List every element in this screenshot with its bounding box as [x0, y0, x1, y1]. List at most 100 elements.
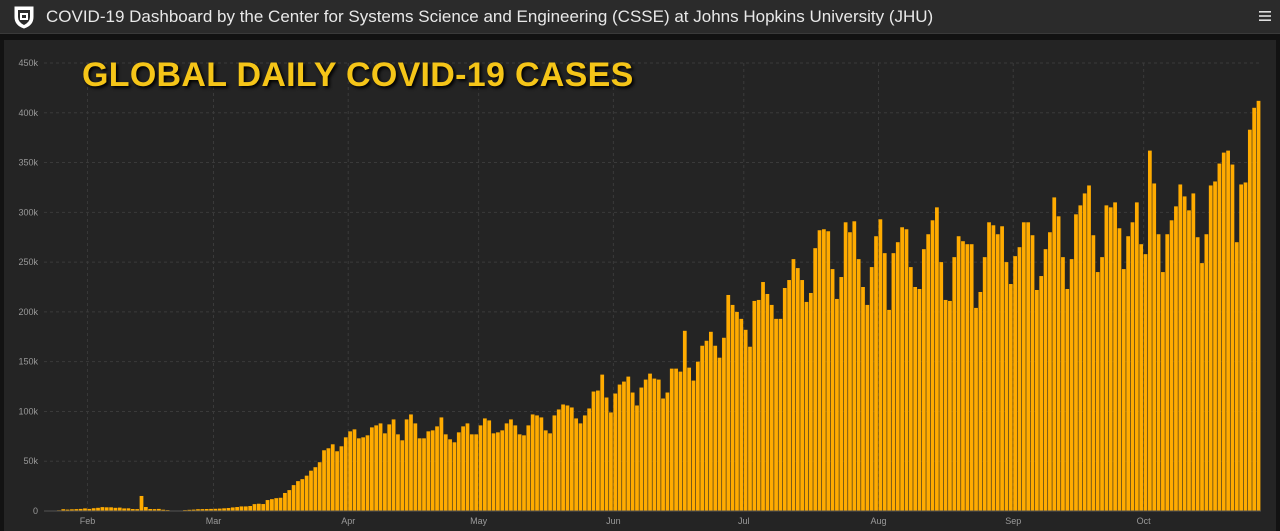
bar	[296, 481, 300, 511]
bar	[365, 435, 370, 511]
bar	[1004, 262, 1009, 511]
bar	[600, 374, 605, 511]
bar	[526, 425, 531, 511]
bar	[87, 508, 92, 511]
bar	[235, 507, 239, 511]
bar	[1161, 272, 1165, 511]
bar	[383, 433, 387, 511]
bar	[339, 446, 344, 511]
bar	[309, 470, 313, 511]
bar	[1217, 163, 1222, 511]
bar	[248, 506, 253, 511]
bar	[648, 373, 652, 511]
bar	[991, 225, 996, 511]
bar	[921, 249, 926, 511]
y-tick-label: 50k	[23, 456, 38, 466]
bar	[1200, 263, 1204, 511]
y-tick-label: 300k	[18, 207, 38, 217]
x-tick-label: Aug	[871, 516, 887, 526]
bar	[969, 244, 974, 512]
bar	[469, 434, 474, 511]
bar	[613, 393, 618, 511]
bar	[752, 300, 757, 511]
bar	[426, 431, 431, 511]
bar	[139, 495, 144, 511]
bar	[509, 419, 513, 511]
bar	[465, 423, 470, 511]
bar	[356, 438, 361, 511]
bar	[874, 236, 878, 511]
bar	[869, 267, 874, 511]
daily-cases-chart: 0 50k 100k 150k 200k 250k 300k 350k 400k 450k Feb M…	[18, 58, 1261, 526]
y-tick-label: 200k	[18, 307, 38, 317]
bar	[856, 259, 861, 511]
bar	[1126, 236, 1131, 511]
bar	[335, 451, 339, 511]
bar	[587, 408, 592, 511]
y-tick-label: 450k	[18, 58, 38, 68]
bar	[1139, 244, 1144, 512]
bar	[1174, 206, 1178, 512]
bar	[878, 219, 883, 511]
bar	[669, 368, 674, 511]
bar	[261, 504, 266, 511]
bar	[1095, 272, 1100, 511]
bar	[157, 508, 161, 511]
bar	[274, 498, 279, 511]
bar	[748, 346, 752, 511]
bar	[1043, 249, 1048, 511]
bar	[609, 412, 613, 511]
bar	[1117, 228, 1122, 512]
bar	[1208, 185, 1213, 511]
jhu-shield-icon[interactable]	[13, 5, 35, 29]
bar	[1026, 222, 1031, 512]
bar	[535, 415, 539, 511]
bar	[774, 318, 778, 511]
bar	[369, 427, 374, 511]
bar	[530, 414, 535, 511]
bar	[830, 269, 835, 511]
bar	[448, 439, 452, 511]
hamburger-menu-icon[interactable]	[1258, 9, 1272, 23]
bar	[1121, 269, 1126, 511]
bar	[1065, 288, 1070, 511]
bar	[256, 503, 261, 511]
bar	[652, 378, 657, 511]
bar	[604, 397, 609, 511]
bar	[987, 222, 991, 512]
bar	[1243, 182, 1248, 511]
bar	[504, 423, 509, 511]
bar	[961, 241, 965, 511]
bar	[1082, 193, 1087, 511]
bar	[895, 242, 900, 511]
bar	[791, 259, 796, 511]
bar	[500, 430, 505, 511]
x-tick-label: Feb	[80, 516, 96, 526]
bar	[739, 318, 744, 511]
bar	[935, 207, 939, 511]
bar	[813, 248, 818, 511]
bar	[378, 423, 383, 511]
bar	[995, 234, 1000, 512]
x-tick-label: Apr	[341, 516, 355, 526]
bars-group	[44, 100, 1261, 512]
bar	[461, 426, 466, 511]
bar	[126, 508, 131, 511]
bar	[717, 357, 722, 511]
bar	[352, 429, 357, 511]
bar	[1052, 197, 1057, 511]
bar	[908, 267, 913, 511]
bar	[391, 419, 396, 511]
bar	[409, 414, 413, 511]
bar	[1013, 256, 1017, 511]
bar	[400, 440, 405, 511]
bar	[287, 490, 292, 511]
bar	[1039, 276, 1044, 511]
bar	[1239, 184, 1244, 512]
bar	[143, 507, 148, 511]
bar	[1169, 220, 1174, 511]
bar	[65, 509, 70, 511]
bar	[230, 507, 235, 511]
bar	[1000, 226, 1004, 511]
bar	[822, 229, 826, 511]
